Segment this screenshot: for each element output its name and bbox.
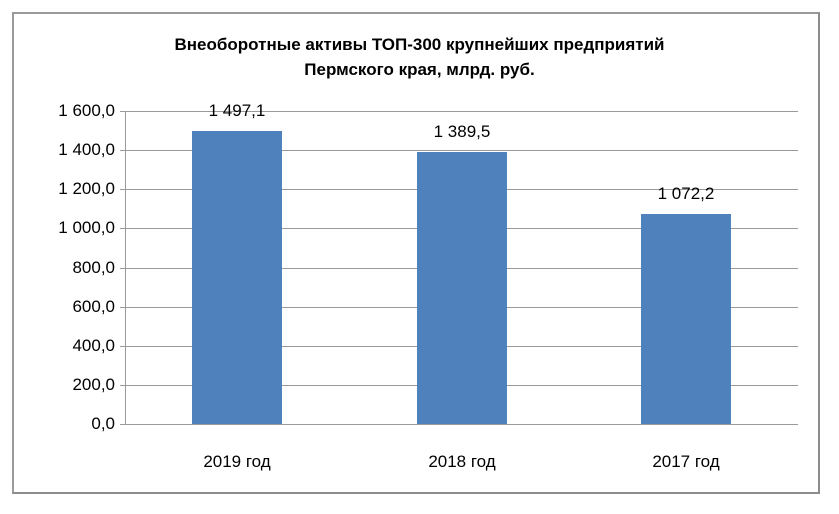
value-label: 1 497,1 [208,101,266,120]
value-label: 1 389,5 [433,122,491,141]
y-tick-label: 800,0 [72,258,115,277]
chart-title: Внеоборотные активы ТОП-300 крупнейших п… [0,32,839,82]
x-tick-label: 2018 год [428,452,496,471]
y-tick-label: 1 400,0 [58,140,115,159]
bar-2019 [192,131,282,424]
chart-title-line-2: Пермского края, млрд. руб. [304,60,535,79]
gridline [120,424,798,425]
bar-2017 [641,214,731,424]
y-tick-label: 0,0 [91,414,115,433]
y-tick-label: 1 200,0 [58,179,115,198]
value-label: 1 072,2 [657,184,715,203]
y-tick-label: 200,0 [72,375,115,394]
y-tick-label: 600,0 [72,297,115,316]
y-tick-label: 1 000,0 [58,218,115,237]
gridline [120,150,798,151]
gridline [120,111,798,112]
y-axis-line [125,111,126,424]
x-tick-label: 2019 год [203,452,271,471]
x-tick-label: 2017 год [652,452,720,471]
bar-2018 [417,152,507,424]
y-tick-label: 400,0 [72,336,115,355]
y-tick-label: 1 600,0 [58,101,115,120]
chart-title-line-1: Внеоборотные активы ТОП-300 крупнейших п… [174,35,665,54]
